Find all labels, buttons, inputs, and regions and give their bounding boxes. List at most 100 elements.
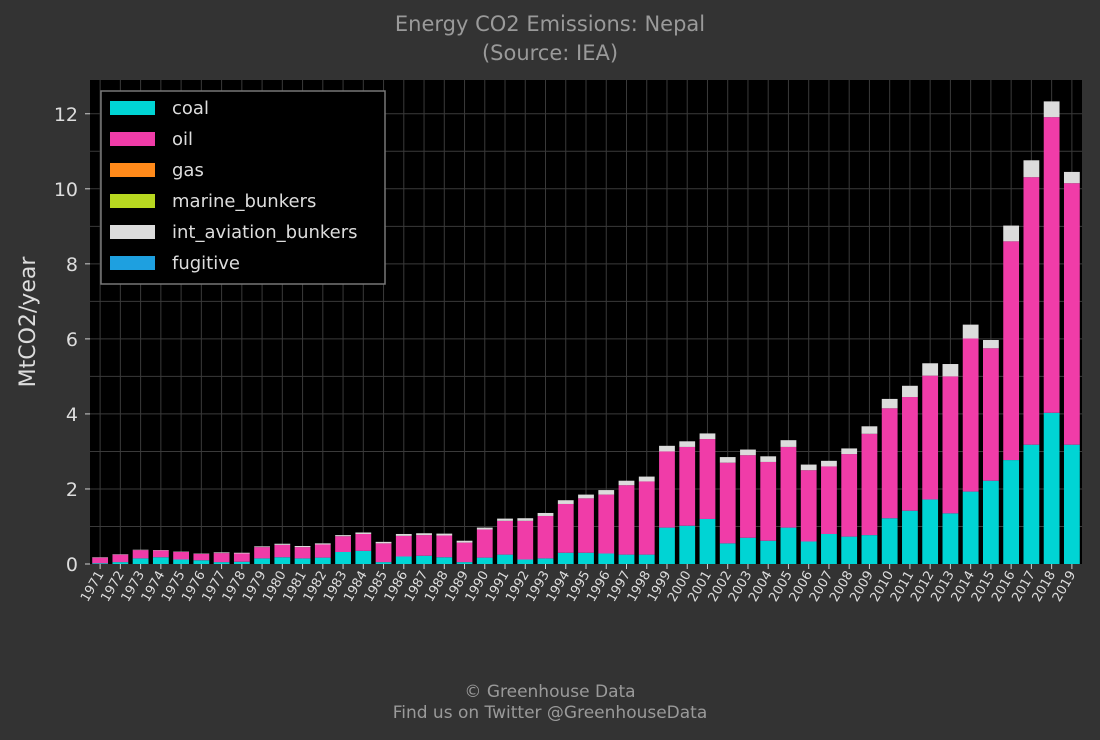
bar-oil-1992 — [517, 520, 534, 560]
bar-oil-2009 — [861, 433, 878, 536]
bar-oil-1971 — [92, 557, 109, 564]
bar-oil-1977 — [213, 553, 230, 563]
bar-oil-1975 — [173, 551, 189, 560]
bar-int_aviation_bunkers-1980 — [274, 543, 291, 545]
bar-oil-1979 — [254, 547, 270, 559]
bar-coal-1994 — [557, 552, 574, 564]
bar-coal-2019 — [1063, 444, 1080, 564]
bar-coal-2002 — [719, 543, 736, 564]
bar-oil-2006 — [800, 470, 817, 542]
bar-int_aviation_bunkers-1989 — [456, 540, 473, 543]
bar-oil-2001 — [699, 439, 716, 519]
bar-oil-2000 — [679, 446, 696, 526]
bar-int_aviation_bunkers-1992 — [517, 518, 534, 521]
bar-coal-1990 — [476, 557, 493, 564]
bar-coal-1996 — [598, 553, 615, 564]
bar-oil-1990 — [476, 529, 493, 558]
bar-oil-1991 — [497, 520, 513, 555]
bar-coal-2003 — [740, 537, 756, 564]
bar-coal-2015 — [983, 480, 999, 564]
bar-coal-2005 — [780, 527, 797, 564]
bar-int_aviation_bunkers-2012 — [922, 363, 939, 376]
legend-label-coal: coal — [172, 98, 209, 119]
bar-coal-2016 — [1003, 460, 1020, 564]
bar-int_aviation_bunkers-1998 — [638, 476, 655, 482]
legend-label-fugitive: fugitive — [172, 253, 240, 274]
bar-int_aviation_bunkers-2019 — [1063, 171, 1080, 184]
y-tick-label: 10 — [54, 179, 78, 201]
bar-int_aviation_bunkers-1994 — [557, 500, 574, 504]
bar-oil-1989 — [456, 542, 473, 563]
bar-oil-2018 — [1043, 117, 1060, 413]
bar-int_aviation_bunkers-1977 — [213, 552, 230, 554]
bar-coal-2012 — [922, 499, 939, 564]
bar-oil-1994 — [557, 503, 574, 553]
bar-oil-2012 — [922, 375, 939, 500]
bar-coal-1983 — [335, 551, 351, 564]
bar-oil-2010 — [881, 408, 898, 519]
y-tick-label: 6 — [66, 329, 78, 351]
bar-coal-2009 — [861, 535, 878, 564]
bar-oil-1998 — [638, 481, 655, 555]
bar-int_aviation_bunkers-2013 — [942, 364, 959, 377]
bar-coal-1976 — [193, 560, 210, 564]
bar-int_aviation_bunkers-2016 — [1003, 225, 1020, 242]
bar-int_aviation_bunkers-1996 — [598, 490, 615, 495]
bar-oil-1976 — [193, 553, 210, 561]
bar-coal-1987 — [416, 555, 432, 564]
bar-int_aviation_bunkers-2017 — [1023, 160, 1040, 178]
bar-coal-1980 — [274, 557, 291, 564]
bar-oil-1981 — [294, 547, 311, 559]
bar-int_aviation_bunkers-2001 — [699, 433, 716, 440]
bar-coal-1981 — [294, 558, 311, 564]
bar-int_aviation_bunkers-2011 — [902, 385, 918, 398]
bar-oil-1988 — [436, 535, 453, 558]
bar-oil-2003 — [740, 455, 756, 538]
bar-int_aviation_bunkers-2014 — [962, 324, 979, 339]
bar-int_aviation_bunkers-2015 — [983, 340, 999, 349]
bar-coal-1986 — [395, 556, 412, 564]
bar-oil-1980 — [274, 544, 291, 558]
bar-int_aviation_bunkers-2018 — [1043, 101, 1060, 118]
bar-coal-1982 — [314, 557, 331, 564]
bar-int_aviation_bunkers-1987 — [416, 533, 432, 536]
legend-label-marine_bunkers: marine_bunkers — [172, 191, 316, 212]
bar-coal-1988 — [436, 557, 453, 564]
bar-coal-1975 — [173, 559, 189, 564]
bar-oil-1972 — [112, 554, 129, 563]
bar-coal-1999 — [659, 527, 675, 564]
bar-coal-2011 — [902, 510, 918, 564]
credit-line: © Greenhouse Data — [464, 682, 636, 702]
bar-coal-2008 — [841, 536, 858, 564]
bar-coal-2001 — [699, 518, 716, 564]
bar-coal-2006 — [800, 541, 817, 564]
bar-coal-1992 — [517, 559, 534, 564]
bar-oil-2013 — [942, 376, 959, 514]
bar-oil-2017 — [1023, 177, 1040, 445]
bar-oil-1993 — [537, 515, 554, 559]
bar-int_aviation_bunkers-1988 — [436, 533, 453, 536]
bar-int_aviation_bunkers-2006 — [800, 464, 817, 471]
bar-coal-1991 — [497, 554, 513, 564]
bar-coal-1977 — [213, 562, 230, 564]
bar-coal-2018 — [1043, 412, 1060, 564]
bar-oil-2008 — [841, 454, 858, 537]
bar-int_aviation_bunkers-1997 — [618, 480, 635, 486]
bar-oil-1999 — [659, 451, 675, 528]
bar-int_aviation_bunkers-1984 — [355, 532, 372, 534]
bar-int_aviation_bunkers-2004 — [760, 456, 777, 462]
bar-int_aviation_bunkers-1979 — [254, 546, 270, 548]
bar-int_aviation_bunkers-1985 — [375, 541, 392, 544]
bar-int_aviation_bunkers-1978 — [233, 552, 250, 554]
legend-swatch-int_aviation_bunkers — [110, 225, 155, 239]
bar-int_aviation_bunkers-1995 — [578, 494, 594, 499]
legend-swatch-coal — [110, 101, 155, 115]
bar-oil-1986 — [395, 535, 412, 557]
bar-int_aviation_bunkers-2007 — [821, 460, 837, 467]
bar-int_aviation_bunkers-1999 — [659, 445, 675, 452]
bar-oil-1987 — [416, 535, 432, 556]
bar-int_aviation_bunkers-1991 — [497, 518, 513, 521]
bar-oil-1984 — [355, 533, 372, 551]
bar-coal-1974 — [152, 557, 169, 564]
